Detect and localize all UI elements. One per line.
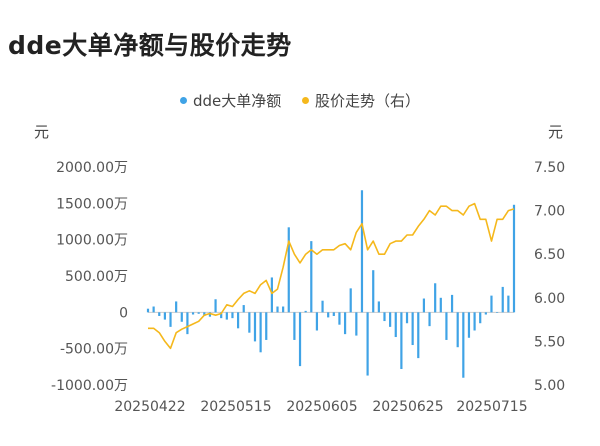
dde-bar xyxy=(208,312,212,317)
dde-bar xyxy=(304,310,307,313)
dde-bar xyxy=(389,312,392,327)
dde-bar xyxy=(394,312,397,338)
left-tick-label: 1000.00万 xyxy=(56,233,128,249)
dde-bar xyxy=(203,312,206,316)
right-tick-label: 7.50 xyxy=(534,160,565,176)
dde-bar xyxy=(259,312,262,353)
dde-bar xyxy=(512,204,516,313)
left-axis-unit: 元 xyxy=(34,123,49,141)
dde-bar xyxy=(507,295,510,313)
dde-bar xyxy=(445,312,448,340)
dde-bar xyxy=(343,312,347,335)
dde-bar xyxy=(456,312,459,348)
dde-bar xyxy=(180,312,183,322)
dde-bar xyxy=(146,308,150,313)
dde-bar xyxy=(152,306,155,313)
dde-bar xyxy=(434,283,437,313)
dde-bar xyxy=(439,297,442,313)
x-tick-label: 20250422 xyxy=(114,399,185,415)
left-tick-label: 0 xyxy=(119,305,128,321)
right-axis-unit: 元 xyxy=(548,123,563,141)
dde-bar xyxy=(225,312,228,320)
dde-bar xyxy=(242,305,245,313)
dde-bar xyxy=(220,312,223,319)
dde-bar xyxy=(411,312,414,346)
dde-bar xyxy=(484,312,487,315)
x-tick-label: 20250515 xyxy=(200,399,271,415)
dde-bar xyxy=(248,312,251,333)
dde-bar xyxy=(400,312,403,370)
dde-bar xyxy=(462,312,465,378)
dde-bar xyxy=(383,312,386,322)
dde-bar xyxy=(293,312,296,340)
dde-bar xyxy=(417,312,420,359)
dde-bar xyxy=(287,227,290,313)
dde-bar xyxy=(450,294,454,313)
dde-bar xyxy=(496,312,499,313)
left-tick-label: 500.00万 xyxy=(65,269,128,285)
dde-bar xyxy=(360,190,364,313)
dde-bar xyxy=(270,277,273,313)
dde-bar xyxy=(327,312,330,318)
dde-bar xyxy=(175,301,178,313)
dde-bar xyxy=(282,306,285,313)
legend-dot-price xyxy=(302,97,310,104)
price-line xyxy=(148,202,515,350)
dde-bar xyxy=(473,312,476,331)
dde-bar xyxy=(332,312,335,316)
left-tick-label: -1000.00万 xyxy=(51,378,128,394)
legend-item-dde[interactable]: dde大单净额 xyxy=(179,90,282,111)
dde-bar xyxy=(405,312,409,324)
right-tick-label: 6.50 xyxy=(534,247,565,263)
dde-bar xyxy=(186,312,189,335)
right-tick-label: 5.00 xyxy=(534,378,565,394)
dde-bar xyxy=(366,312,369,376)
dde-bar xyxy=(265,312,268,340)
x-tick-label: 20250605 xyxy=(286,399,357,415)
dde-bar xyxy=(158,312,161,316)
legend-label-dde: dde大单净额 xyxy=(192,92,282,110)
dde-bar xyxy=(169,312,172,327)
dde-bar xyxy=(372,270,375,313)
dde-bar xyxy=(422,298,426,313)
dde-bar xyxy=(479,312,482,324)
legend-dot-dde xyxy=(179,97,187,104)
dde-bar xyxy=(377,301,380,313)
dde-bar xyxy=(214,299,217,313)
right-tick-label: 6.00 xyxy=(534,291,565,307)
legend-item-price[interactable]: 股价走势（右） xyxy=(302,90,420,111)
dde-bar xyxy=(253,312,257,342)
chart-title: dde大单净额与股价走势 xyxy=(8,31,292,60)
left-tick-label: 2000.00万 xyxy=(56,160,128,176)
dde-bar xyxy=(321,300,324,313)
dde-bar xyxy=(501,286,504,313)
dde-bar xyxy=(236,312,240,329)
dde-bar xyxy=(467,312,471,338)
right-tick-label: 5.50 xyxy=(534,334,565,350)
dde-bar xyxy=(355,312,358,336)
left-tick-label: 1500.00万 xyxy=(56,196,128,212)
x-tick-label: 20250715 xyxy=(456,399,527,415)
left-tick-label: -500.00万 xyxy=(60,342,128,358)
dde-bar xyxy=(197,312,200,314)
dde-bar xyxy=(163,312,166,320)
dde-bar xyxy=(310,241,313,313)
x-tick-label: 20250625 xyxy=(372,399,443,415)
dde-bar xyxy=(315,312,319,331)
dde-bar xyxy=(428,312,431,327)
dde-bar xyxy=(349,288,352,313)
legend-label-price: 股价走势（右） xyxy=(315,92,421,110)
dde-bar xyxy=(338,312,341,325)
dde-bar xyxy=(191,312,195,315)
dde-bar xyxy=(231,312,234,319)
legend: dde大单净额 股价走势（右） xyxy=(0,90,600,111)
dde-bar xyxy=(276,306,279,313)
dde-bar xyxy=(490,295,493,313)
dde-bar xyxy=(298,312,302,367)
right-tick-label: 7.00 xyxy=(534,204,565,220)
